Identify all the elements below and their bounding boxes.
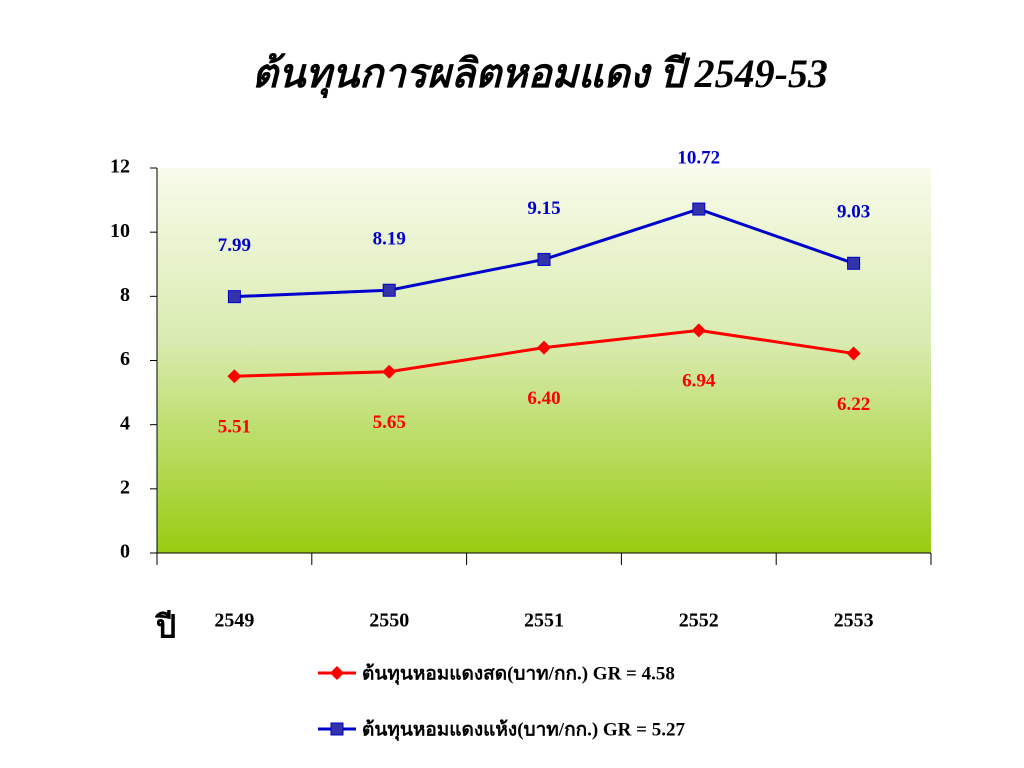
data-point [847, 256, 861, 270]
data-point [692, 202, 706, 216]
data-label: 7.99 [218, 235, 251, 256]
data-point [537, 252, 551, 266]
x-tick-label: 2552 [679, 610, 719, 632]
data-label: 9.03 [837, 202, 870, 223]
data-label: 10.72 [677, 147, 720, 168]
data-label: 6.94 [682, 371, 716, 392]
y-tick-label: 4 [120, 412, 130, 434]
y-tick-label: 8 [120, 284, 130, 306]
x-axis-label: ปี [154, 608, 176, 644]
legend-marker [330, 722, 344, 736]
data-point [537, 340, 551, 355]
x-tick-label: 2553 [834, 610, 874, 632]
data-point [227, 369, 242, 384]
y-tick-label: 6 [120, 348, 130, 370]
chart-title: ต้นทุนการผลิตหอมแดง ปี 2549-53 [252, 51, 828, 99]
data-label: 6.40 [527, 388, 560, 409]
data-point [691, 323, 706, 338]
x-tick-label: 2551 [524, 610, 564, 632]
data-point [382, 283, 396, 297]
y-tick-label: 10 [110, 220, 130, 242]
y-tick-label: 12 [110, 156, 130, 178]
data-label: 9.15 [527, 198, 560, 219]
data-label: 6.22 [837, 394, 870, 415]
x-tick-label: 2550 [369, 610, 409, 632]
data-point [227, 290, 241, 304]
data-label: 5.65 [373, 412, 406, 433]
data-point [846, 346, 861, 361]
data-label: 8.19 [373, 229, 406, 250]
data-label: 5.51 [218, 417, 251, 438]
y-tick-label: 2 [120, 476, 130, 498]
plot-area [157, 168, 931, 553]
legend-marker [330, 666, 344, 680]
legend-label: ต้นทุนหอมแดงสด(บาท/กก.) GR = 4.58 [362, 662, 675, 685]
x-tick-label: 2549 [214, 610, 254, 632]
y-tick-label: 0 [120, 541, 130, 563]
legend-label: ต้นทุนหอมแดงแห้ง(บาท/กก.) GR = 5.27 [362, 718, 685, 741]
data-point [382, 364, 397, 379]
